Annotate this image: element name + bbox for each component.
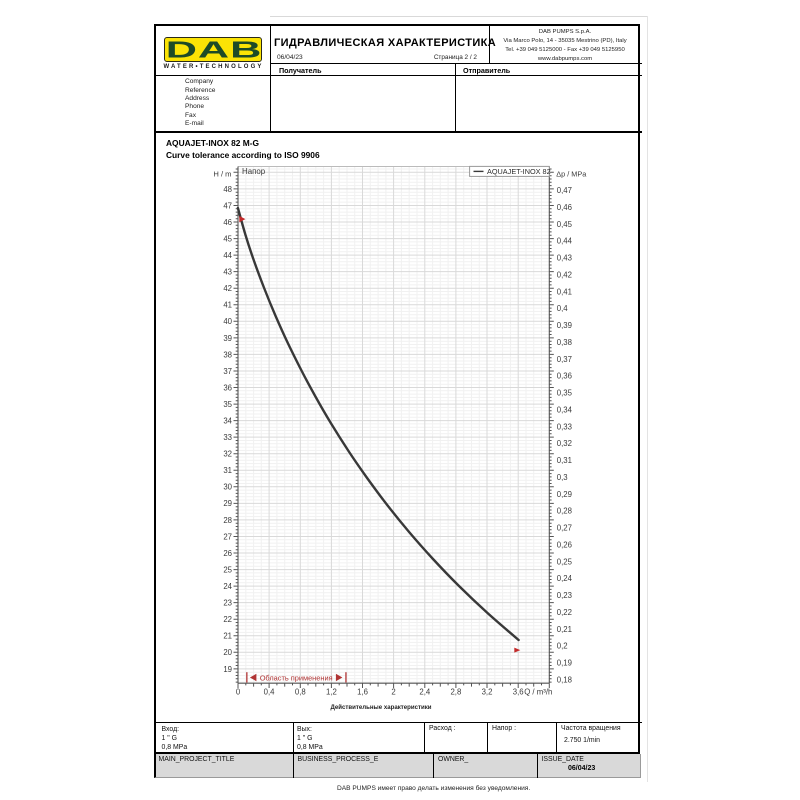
svg-text:0,26: 0,26 bbox=[557, 540, 572, 549]
svg-text:0,44: 0,44 bbox=[557, 237, 573, 246]
svg-text:0,18: 0,18 bbox=[557, 675, 572, 684]
svg-text:0,23: 0,23 bbox=[557, 591, 572, 600]
svg-text:2,4: 2,4 bbox=[419, 688, 431, 697]
svg-text:Q / m³/h: Q / m³/h bbox=[524, 688, 552, 697]
svg-text:19: 19 bbox=[223, 665, 232, 674]
svg-text:0,31: 0,31 bbox=[557, 456, 572, 465]
svg-text:0,41: 0,41 bbox=[557, 287, 572, 296]
svg-text:39: 39 bbox=[223, 334, 232, 343]
svg-text:26: 26 bbox=[223, 549, 232, 558]
svg-text:46: 46 bbox=[223, 218, 232, 227]
svg-text:0,21: 0,21 bbox=[557, 625, 572, 634]
svg-text:0,46: 0,46 bbox=[557, 203, 572, 212]
svg-text:40: 40 bbox=[223, 317, 232, 326]
svg-text:0,27: 0,27 bbox=[557, 524, 572, 533]
svg-text:37: 37 bbox=[223, 367, 232, 376]
svg-text:0,42: 0,42 bbox=[557, 270, 572, 279]
svg-text:H / m: H / m bbox=[213, 170, 231, 179]
svg-text:2,8: 2,8 bbox=[450, 688, 461, 697]
svg-text:0,45: 0,45 bbox=[557, 220, 573, 229]
svg-text:44: 44 bbox=[223, 251, 232, 260]
svg-text:34: 34 bbox=[223, 417, 232, 426]
svg-text:AQUAJET-INOX 82: AQUAJET-INOX 82 bbox=[487, 167, 551, 176]
svg-text:0: 0 bbox=[236, 688, 241, 697]
svg-text:0,32: 0,32 bbox=[557, 439, 572, 448]
svg-text:0,22: 0,22 bbox=[557, 608, 572, 617]
svg-text:23: 23 bbox=[223, 599, 232, 608]
svg-text:35: 35 bbox=[223, 400, 232, 409]
svg-text:0,25: 0,25 bbox=[557, 557, 573, 566]
svg-text:Область применения: Область применения bbox=[260, 674, 333, 683]
svg-text:25: 25 bbox=[223, 566, 232, 575]
svg-text:2: 2 bbox=[391, 688, 395, 697]
svg-text:41: 41 bbox=[223, 301, 232, 310]
svg-text:0,28: 0,28 bbox=[557, 507, 572, 516]
svg-text:29: 29 bbox=[223, 499, 232, 508]
svg-text:Напор: Напор bbox=[242, 167, 266, 176]
svg-text:0,38: 0,38 bbox=[557, 338, 572, 347]
svg-text:0,47: 0,47 bbox=[557, 186, 572, 195]
svg-text:43: 43 bbox=[223, 268, 232, 277]
svg-text:48: 48 bbox=[223, 185, 232, 194]
svg-text:Δp / MPa: Δp / MPa bbox=[556, 170, 587, 179]
svg-text:0,3: 0,3 bbox=[557, 473, 568, 482]
svg-text:0,24: 0,24 bbox=[557, 574, 573, 583]
svg-text:0,19: 0,19 bbox=[557, 659, 572, 668]
svg-text:0,33: 0,33 bbox=[557, 422, 572, 431]
svg-text:24: 24 bbox=[223, 582, 232, 591]
svg-text:22: 22 bbox=[223, 615, 232, 624]
svg-text:32: 32 bbox=[223, 450, 232, 459]
svg-text:0,29: 0,29 bbox=[557, 490, 572, 499]
svg-text:36: 36 bbox=[223, 383, 232, 392]
svg-text:3,6: 3,6 bbox=[513, 688, 524, 697]
svg-text:45: 45 bbox=[223, 235, 232, 244]
svg-text:0,34: 0,34 bbox=[557, 405, 573, 414]
svg-text:0,8: 0,8 bbox=[295, 688, 306, 697]
svg-text:0,35: 0,35 bbox=[557, 389, 573, 398]
svg-text:28: 28 bbox=[223, 516, 232, 525]
svg-text:33: 33 bbox=[223, 433, 232, 442]
svg-text:0,37: 0,37 bbox=[557, 355, 572, 364]
svg-text:30: 30 bbox=[223, 483, 232, 492]
svg-text:21: 21 bbox=[223, 632, 232, 641]
svg-text:1,2: 1,2 bbox=[326, 688, 337, 697]
svg-text:0,43: 0,43 bbox=[557, 254, 572, 263]
svg-text:Действительные характеристики: Действительные характеристики bbox=[330, 704, 431, 711]
svg-text:0,4: 0,4 bbox=[264, 688, 276, 697]
svg-text:3,2: 3,2 bbox=[482, 688, 493, 697]
svg-text:0,36: 0,36 bbox=[557, 372, 572, 381]
svg-text:0,4: 0,4 bbox=[557, 304, 569, 313]
svg-text:47: 47 bbox=[223, 201, 232, 210]
svg-text:20: 20 bbox=[223, 648, 232, 657]
svg-text:1,6: 1,6 bbox=[357, 688, 368, 697]
svg-text:0,2: 0,2 bbox=[557, 642, 568, 651]
svg-text:42: 42 bbox=[223, 284, 232, 293]
svg-text:31: 31 bbox=[223, 466, 232, 475]
svg-text:0,39: 0,39 bbox=[557, 321, 572, 330]
svg-text:27: 27 bbox=[223, 532, 232, 541]
svg-text:38: 38 bbox=[223, 350, 232, 359]
